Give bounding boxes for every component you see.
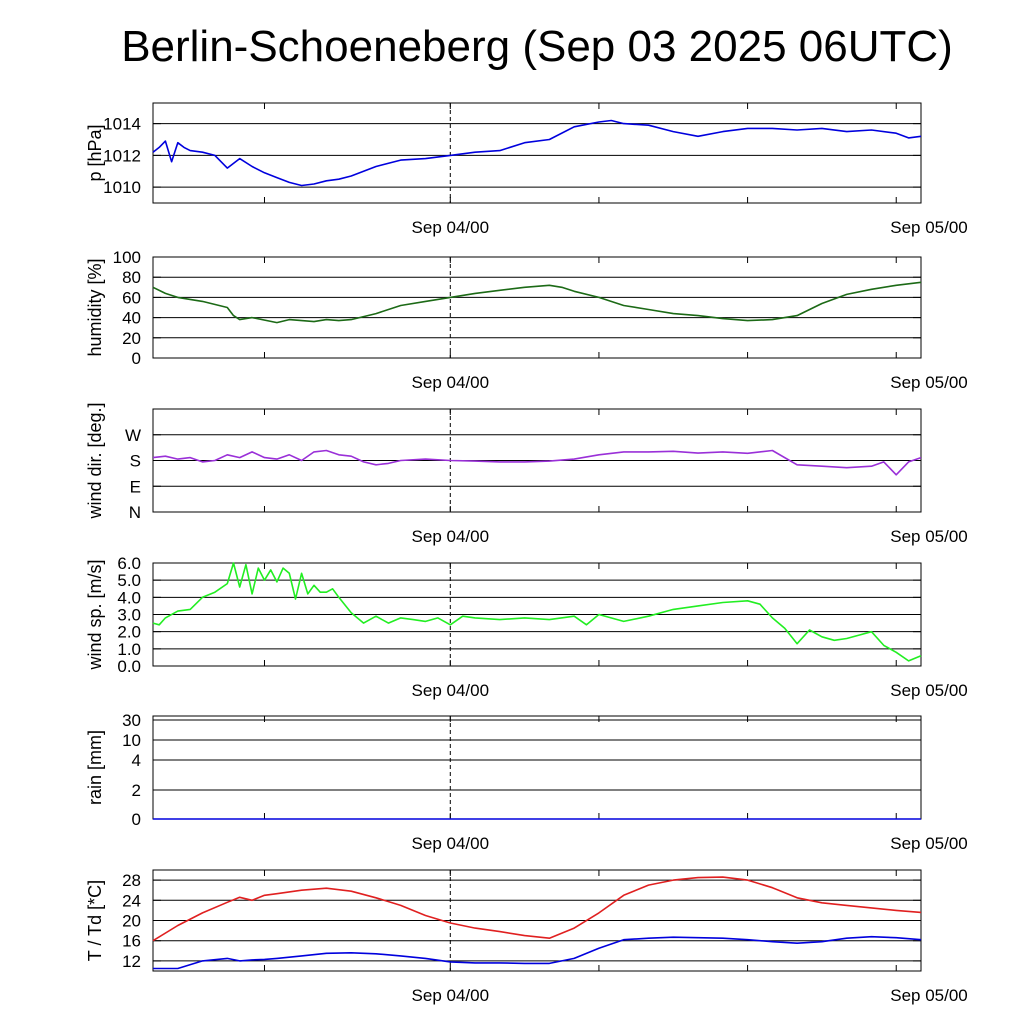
y-axis-label: humidity [%] (85, 258, 105, 356)
y-tick-label: 0.0 (117, 657, 141, 676)
plot-frame (152, 869, 922, 972)
y-tick-label: N (129, 503, 141, 522)
series-line (152, 449, 922, 476)
y-tick-label: 6.0 (117, 554, 141, 573)
y-tick-label: 30 (122, 711, 141, 730)
series-line (152, 281, 922, 324)
y-tick-label: 80 (122, 268, 141, 287)
y-tick-label: 60 (122, 288, 141, 307)
y-tick-label: 0 (132, 349, 141, 368)
x-tick-label: Sep 04/00 (412, 373, 490, 392)
y-tick-label: 100 (113, 248, 141, 267)
y-tick-label: 1.0 (117, 640, 141, 659)
plot-frame (152, 408, 922, 513)
x-tick-label: Sep 04/00 (412, 834, 490, 853)
y-tick-label: S (130, 452, 141, 471)
series-line (152, 562, 922, 662)
y-tick-label: 0 (132, 810, 141, 829)
y-tick-label: 16 (122, 932, 141, 951)
x-tick-label: Sep 04/00 (412, 986, 490, 1005)
y-tick-label: 3.0 (117, 606, 141, 625)
x-tick-label: Sep 05/00 (890, 986, 968, 1005)
y-tick-label: 2 (132, 781, 141, 800)
x-tick-label: Sep 04/00 (412, 218, 490, 237)
y-tick-label: 4.0 (117, 588, 141, 607)
panel-wind-speed: 0.01.02.03.04.05.06.0 Sep 04/00 Sep 05/00 w… (85, 554, 968, 700)
y-axis-label: p [hPa] (85, 124, 105, 181)
y-tick-label: E (130, 477, 141, 496)
y-tick-label: 20 (122, 912, 141, 931)
series-line (152, 119, 922, 187)
y-tick-label: 1010 (103, 178, 141, 197)
y-tick-label: 2.0 (117, 623, 141, 642)
y-axis-label: T / Td [*C] (85, 880, 105, 961)
plot-frame (152, 562, 922, 667)
y-axis-label: wind sp. [m/s] (85, 559, 105, 670)
y-tick-label: 5.0 (117, 571, 141, 590)
y-tick-label: 10 (122, 731, 141, 750)
plot-frame (152, 256, 922, 359)
y-axis-label: rain [mm] (85, 730, 105, 805)
y-tick-label: 1014 (103, 115, 141, 134)
x-tick-label: Sep 05/00 (890, 834, 968, 853)
x-tick-label: Sep 05/00 (890, 373, 968, 392)
y-tick-label: 20 (122, 329, 141, 348)
y-tick-label: 28 (122, 871, 141, 890)
panel-pressure: 1010 1012 1014 Sep 04/00 Sep 05/00 p [hPa] (85, 102, 968, 237)
y-tick-label: 1012 (103, 146, 141, 165)
y-axis-label: wind dir. [deg.] (85, 402, 105, 519)
y-tick-label: 24 (122, 891, 141, 910)
y-tick-label: 40 (122, 309, 141, 328)
y-tick-label: 12 (122, 952, 141, 971)
y-tick-label: W (125, 426, 141, 445)
x-tick-label: Sep 04/00 (412, 681, 490, 700)
x-tick-label: Sep 05/00 (890, 681, 968, 700)
x-tick-label: Sep 05/00 (890, 218, 968, 237)
x-tick-label: Sep 05/00 (890, 527, 968, 546)
series-line (153, 935, 922, 970)
series-line (152, 876, 922, 942)
y-tick-label: 4 (132, 751, 141, 770)
plot-frame (152, 102, 922, 204)
x-tick-label: Sep 04/00 (412, 527, 490, 546)
chart-title: Berlin-Schoeneberg (Sep 03 2025 06UTC) (121, 22, 953, 71)
plot-frame (152, 715, 922, 820)
